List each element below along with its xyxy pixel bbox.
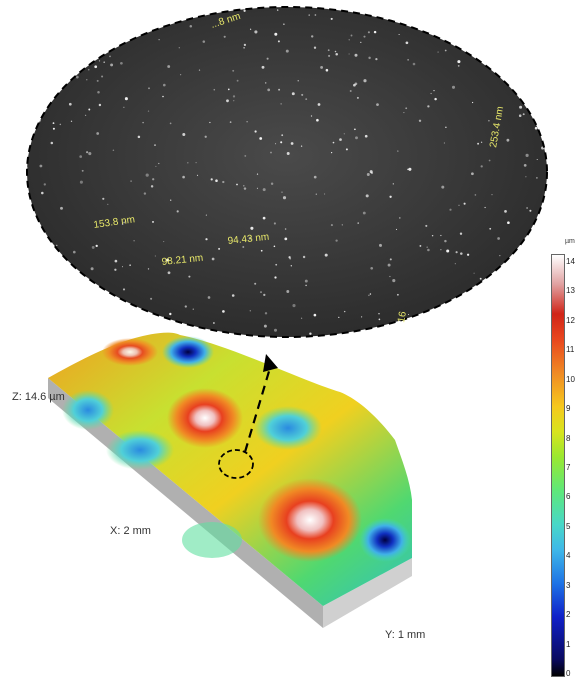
x-axis-label: X: 2 mm [110,525,151,537]
colorbar-tick-label: 7 [566,463,571,472]
colorbar-tick-label: 13 [566,286,575,296]
colorbar [551,254,565,677]
colorbar-tick-label: 6 [566,492,571,502]
z-axis-label: Z: 14.6 µm [12,391,65,403]
colorbar-tick-label: 11 [566,345,575,355]
colorbar-unit: µm [565,238,575,245]
y-axis-label: Y: 1 mm [385,629,426,641]
colorbar-tick-label: 1 [566,639,571,649]
colorbar-tick-label: 8 [566,433,571,443]
colorbar-tick-label: 9 [566,404,571,414]
colorbar-tick-label: 3 [566,580,571,590]
surface-3d-plot [48,332,412,628]
annotation-center-right: 94.43 nm [227,232,270,247]
annotation-center-left: 98.21 nm [161,253,204,268]
colorbar-tick-label: 0 [566,669,571,678]
annotation-bottom: 16 [396,310,409,323]
colorbar-tick-label: 4 [566,551,571,561]
sem-image-inset [26,6,548,338]
colorbar-tick-label: 5 [566,521,571,531]
colorbar-tick-label: 10 [566,374,575,384]
magnification-marker [218,354,278,479]
colorbar-tick-label: 2 [566,610,571,620]
colorbar-tick-label: 12 [566,315,575,325]
colorbar-tick-label: 14 [566,257,575,266]
